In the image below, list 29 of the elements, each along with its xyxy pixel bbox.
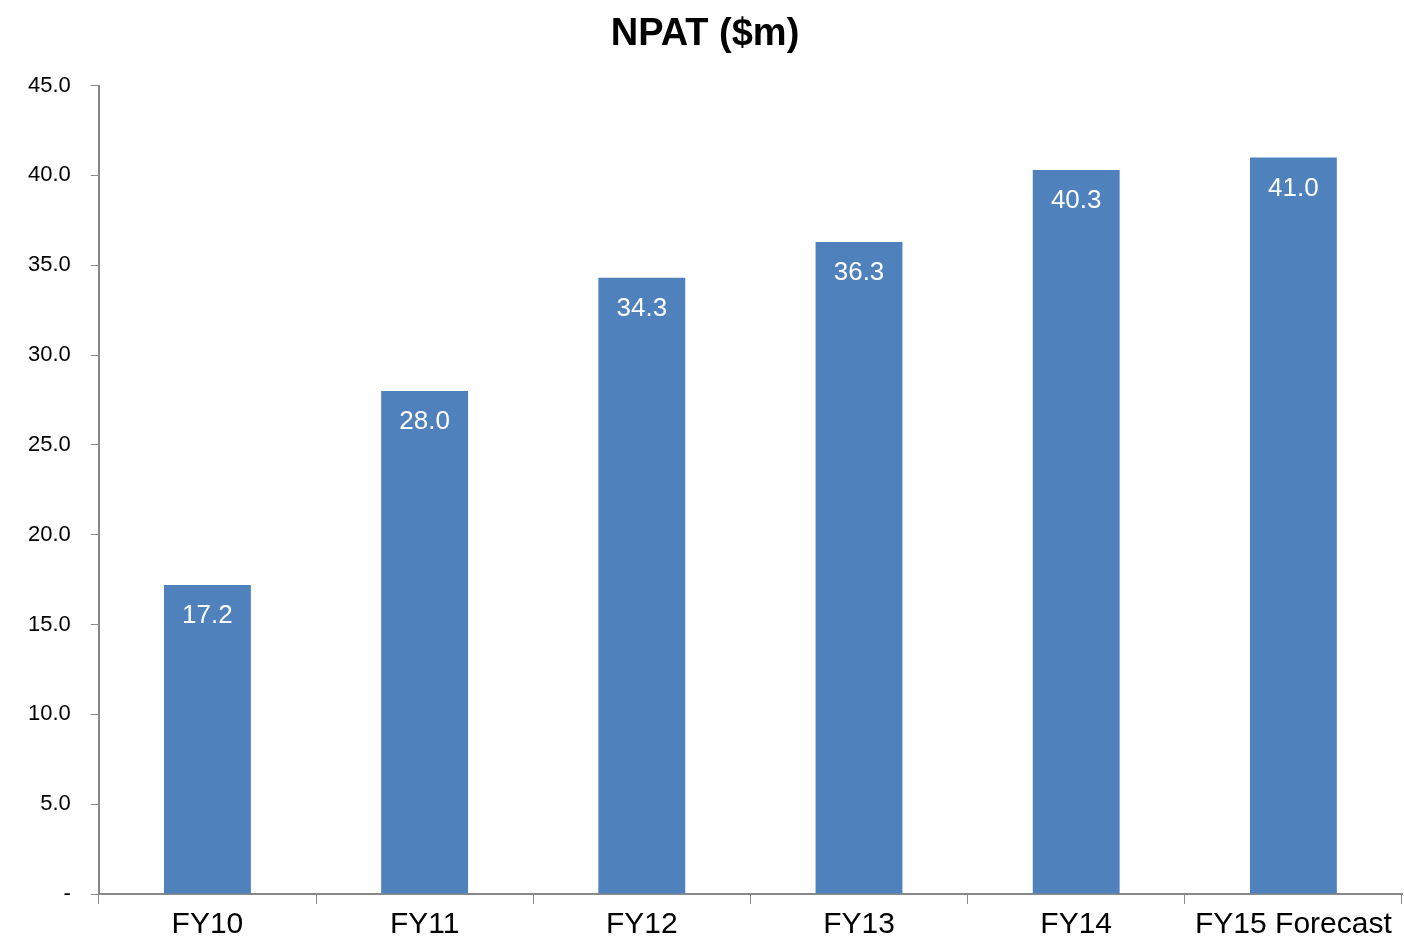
bar bbox=[163, 585, 251, 894]
y-tick-label: 25.0 bbox=[27, 430, 71, 456]
x-tick-label: FY11 bbox=[389, 906, 460, 940]
data-label: 41.0 bbox=[1268, 171, 1319, 202]
y-tick-label: 5.0 bbox=[40, 790, 71, 816]
data-label: 28.0 bbox=[399, 405, 450, 436]
y-tick-label: 15.0 bbox=[27, 610, 71, 636]
x-tick-label: FY15 Forecast bbox=[1195, 906, 1393, 940]
y-tick-label: 35.0 bbox=[27, 251, 71, 277]
y-tick-label: 30.0 bbox=[27, 341, 71, 367]
y-tick-label: - bbox=[63, 880, 71, 906]
data-label: 40.3 bbox=[1050, 184, 1102, 215]
data-label: 34.3 bbox=[616, 291, 668, 322]
y-tick-label: 10.0 bbox=[27, 700, 71, 726]
x-tick-label: FY12 bbox=[605, 906, 678, 940]
bar bbox=[598, 277, 686, 894]
x-tick-label: FY13 bbox=[823, 906, 895, 940]
bar bbox=[1032, 170, 1120, 894]
y-tick-label: 20.0 bbox=[27, 520, 71, 546]
y-tick-label: 45.0 bbox=[27, 71, 71, 97]
data-label: 17.2 bbox=[182, 599, 233, 630]
x-tick-label: FY14 bbox=[1040, 906, 1113, 940]
bar bbox=[815, 241, 903, 894]
x-tick-label: FY10 bbox=[171, 906, 244, 940]
bar bbox=[1249, 157, 1337, 894]
y-tick-label: 40.0 bbox=[27, 161, 71, 187]
data-label: 36.3 bbox=[833, 256, 885, 287]
chart-title: NPAT ($m) bbox=[610, 11, 800, 54]
bar bbox=[381, 391, 469, 894]
